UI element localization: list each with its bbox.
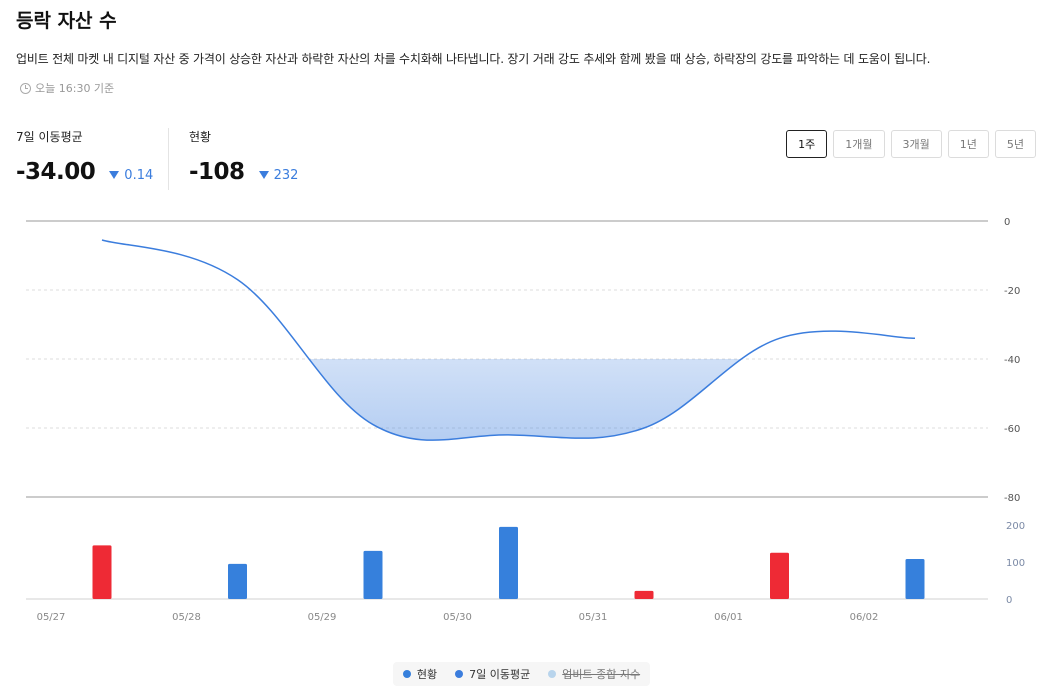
x-tick-label: 05/28: [172, 612, 201, 623]
legend-item-current[interactable]: 현황: [402, 666, 438, 682]
chart-legend: 현황 7일 이동평균 업비트 종합 지수: [0, 662, 1043, 686]
triangle-down-icon: [258, 171, 269, 179]
stat-change: 0.14: [109, 168, 153, 183]
x-tick-label: 05/29: [308, 612, 337, 623]
page-description: 업비트 전체 마켓 내 디지털 자산 중 가격이 상승한 자산과 하락한 자산의…: [16, 52, 931, 66]
clock-icon: [20, 82, 31, 94]
legend-item-index[interactable]: 업비트 종합 지수: [548, 666, 640, 682]
x-tick-label: 05/31: [579, 612, 608, 623]
y-tick-label: -20: [1004, 286, 1020, 297]
legend-dot-icon: [455, 670, 464, 678]
period-button-5y[interactable]: 5년: [994, 130, 1036, 158]
moving-average-line: [101, 239, 916, 441]
as-of-text: 오늘 16:30 기준: [35, 82, 115, 95]
stat-value: -34.00: [16, 159, 96, 185]
period-selector: 1주 1개월 3개월 1년 5년: [786, 130, 1036, 158]
period-button-1y[interactable]: 1년: [947, 130, 989, 158]
bar-tick-label: 0: [1006, 595, 1012, 606]
stat-change-value: 232: [273, 167, 299, 183]
x-tick-label: 05/27: [37, 612, 66, 623]
stat-label: 7일 이동평균: [16, 130, 83, 144]
stat-current: 현황 -108 232: [189, 128, 298, 185]
legend-dot-icon: [402, 670, 411, 678]
line-point[interactable]: [912, 335, 918, 341]
bar-tick-label: 100: [1006, 558, 1025, 569]
x-tick-label: 05/30: [443, 612, 472, 623]
x-tick-label: 06/02: [850, 612, 879, 623]
legend-label: 업비트 종합 지수: [562, 668, 641, 681]
bar[interactable]: [499, 526, 518, 599]
line-point[interactable]: [99, 237, 105, 243]
legend-item-moving-average[interactable]: 7일 이동평균: [455, 666, 530, 682]
advance-decline-chart: 0 -20 -40 -60 -80 200 100 0 05/27 05/28 05/29 05/30…: [26, 217, 1025, 623]
bar[interactable]: [228, 563, 247, 599]
as-of-timestamp: 오늘 16:30 기준: [20, 80, 114, 96]
line-point[interactable]: [506, 432, 512, 438]
line-point[interactable]: [370, 422, 376, 428]
x-tick-label: 06/01: [714, 612, 743, 623]
period-button-1m[interactable]: 1개월: [833, 130, 885, 158]
y-tick-label: 0: [1004, 217, 1010, 228]
bar[interactable]: [634, 590, 654, 599]
bar[interactable]: [363, 550, 383, 599]
stat-change: 232: [258, 167, 299, 183]
legend-dot-icon: [548, 670, 557, 678]
period-button-3m[interactable]: 3개월: [890, 130, 942, 158]
line-point[interactable]: [641, 425, 647, 431]
stat-label: 현황: [189, 130, 212, 144]
bar-tick-label: 200: [1006, 521, 1025, 532]
triangle-down-icon: [109, 171, 120, 179]
y-tick-label: -60: [1004, 424, 1020, 435]
stat-value: -108: [189, 159, 245, 185]
line-point[interactable]: [235, 277, 241, 283]
bar[interactable]: [92, 545, 112, 599]
legend-label: 현황: [416, 668, 438, 681]
stat-divider: [168, 128, 169, 190]
stat-change-value: 0.14: [124, 167, 154, 183]
bar[interactable]: [770, 552, 789, 599]
y-tick-label: -40: [1004, 355, 1020, 366]
legend-label: 7일 이동평균: [469, 668, 531, 681]
line-point[interactable]: [777, 335, 783, 341]
bar[interactable]: [905, 559, 925, 599]
moving-average-area: [102, 359, 915, 441]
page-title: 등락 자산 수: [16, 10, 117, 32]
stat-moving-average: 7일 이동평균 -34.00 0.14: [16, 128, 153, 185]
period-button-1w[interactable]: 1주: [786, 130, 828, 158]
y-tick-label: -80: [1004, 493, 1020, 504]
